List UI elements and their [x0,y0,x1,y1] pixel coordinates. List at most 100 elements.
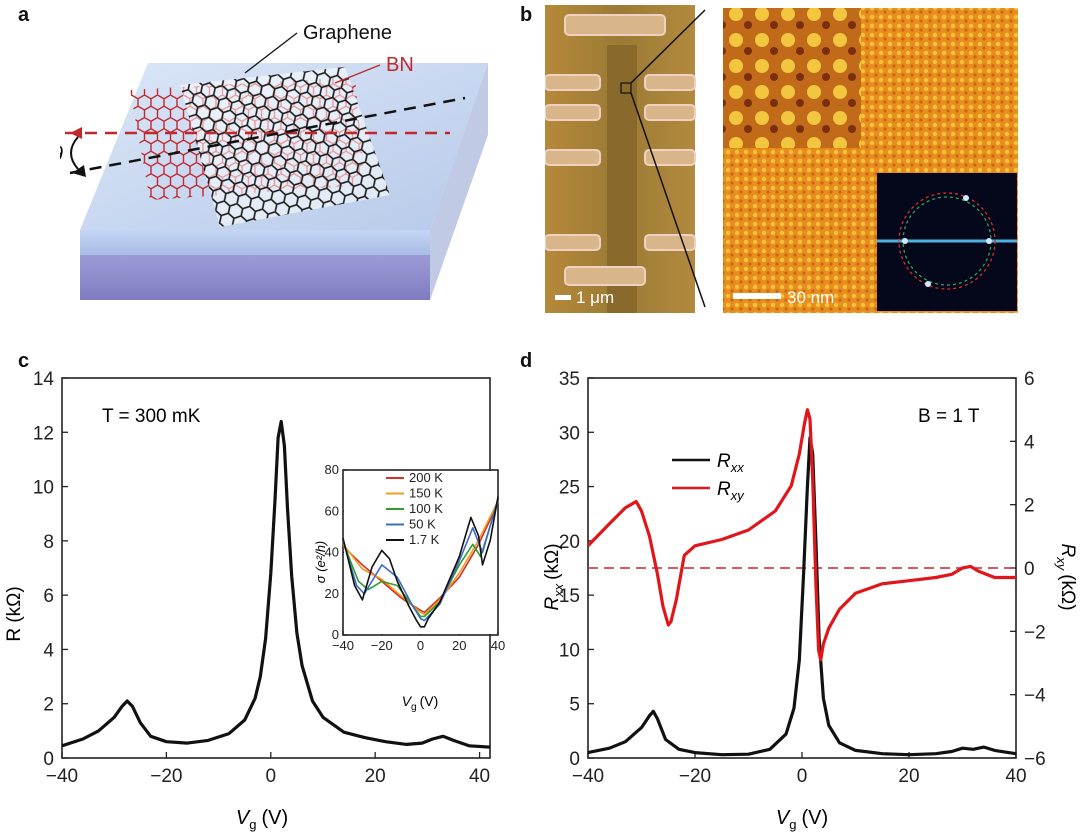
chart-d-ytick-right-label: 4 [1024,432,1035,453]
bn-axis-arrow [70,127,82,139]
chart-inset-xtick-label: 40 [491,638,505,653]
graphene-lattice [180,67,390,227]
contact-left-3 [545,149,601,166]
chart-c-ytick-label: 4 [43,640,54,661]
chart-c-xtick-label: −20 [150,766,182,787]
chart-d-ytick-label: 0 [569,749,580,770]
chart-d-ytick-right-label: 0 [1024,559,1035,580]
chart-inset-ytick-label: 60 [325,503,339,518]
panel-letter-a: a [18,4,30,26]
chart-c-ytick-label: 14 [33,369,55,390]
chart-d-xtick-label: 40 [1005,766,1026,787]
chart-c-ytick-label: 6 [43,586,54,607]
scale-label-right: 30 nm [787,288,834,307]
chart-inset-xtick-label: 0 [417,638,424,653]
chart-inset-xlabel: Vg (V) [402,693,439,713]
chart-inset-series-line [342,496,499,628]
zoom-box [620,82,632,94]
chart-d-ylabel-right-sub: xy [1054,556,1069,572]
chart-c-xtick-label: 40 [469,766,490,787]
contact-right-3 [644,149,696,166]
zoom-line-top [630,9,706,84]
chart-d-ytick-label: 35 [559,369,580,390]
chart-c-series-line [61,419,491,749]
panel-a-schematic: θ Graphene BN [60,22,488,300]
fft-spot [902,238,908,244]
chart-d-ylabel-right: Rxy (kΩ) [1054,543,1078,610]
chart-d-annotation: B = 1 T [918,406,980,427]
chart-d-xlabel-unit: (V) [801,807,828,829]
chart-inset-xtick-label: 20 [452,638,466,653]
chart-inset-ytick-label: 20 [325,586,339,601]
substrate-front [80,230,430,255]
panel-letter-b: b [520,4,533,26]
fft-spot [925,281,931,287]
scale-label-left: 1 μm [576,288,614,307]
bn-label: BN [386,54,414,76]
chart-d-ytick-label: 5 [569,695,580,716]
chart-c-ytick-label: 8 [43,532,54,553]
panel-c-chart: −40 −20 0 20 40 0 2 4 6 8 10 12 14 T = 300 mK R (kΩ)… [4,369,505,832]
chart-d-xlabel: Vg (V) [776,807,828,832]
chart-d-ylabel-right-main: R [1057,543,1078,557]
chart-d-legend-label: Rxx [717,451,744,475]
fft-spot [986,238,992,244]
chart-c-xtick-label: −40 [46,766,78,787]
chart-c-xlabel: Vg (V) [236,807,288,832]
chart-inset-legend-label: 100 K [409,501,443,516]
chart-inset-series-line [342,502,499,614]
chart-inset-legend-label: 150 K [409,486,443,501]
chart-inset-legend-label: 200 K [409,470,443,485]
chart-inset-ytick-label: 80 [325,462,339,477]
chart-d-ytick-right-label: −6 [1024,749,1046,770]
panel-b-images: 1 μm 30 nm [545,5,1018,313]
contact-top [564,14,666,36]
chart-d-series-rxy [586,408,1016,662]
chart-d-xtick-label: 0 [797,766,808,787]
chart-inset-xlabel-main: V [402,693,413,709]
bn-leader [334,64,381,84]
stm-zoom-inset [723,8,861,148]
contact-left-2 [545,104,601,121]
chart-inset-ytick-label: 40 [325,545,339,560]
contact-left-4 [545,234,601,251]
chart-d-ytick-right-label: −4 [1024,686,1046,707]
chart-d-xtick-label: 20 [898,766,919,787]
chart-inset-xlabel-sub: g [411,702,417,713]
contact-left-1 [545,74,601,91]
chart-d-ytick-right-label: 2 [1024,496,1035,517]
chart-d-series-rxx [587,436,1017,757]
scale-bar-right [733,293,781,299]
zoom-line-bottom [630,92,706,308]
chart-d-legend-label: Rxy [717,479,745,503]
scale-bar-left [555,295,571,300]
chart-inset-series-line [342,500,499,616]
chart-inset-series-line [342,500,499,618]
graphene-axis-arrow [72,165,86,177]
substrate-side [430,63,488,300]
chart-d-xlabel-main: V [776,807,791,829]
chart-c-ytick-label: 0 [43,749,54,770]
panel-letter-d: d [520,350,533,372]
chart-c-ytick-label: 10 [33,478,54,499]
chart-d-ytick-label: 25 [559,478,580,499]
chart-d-xtick-label: −20 [679,766,711,787]
chart-d-ytick-label: 10 [559,640,580,661]
chart-d-ylabel-right-unit: (kΩ) [1057,574,1078,610]
contact-right-4 [644,234,696,251]
chart-c-annotation: T = 300 mK [102,406,201,427]
chart-inset-legend-label: 1.7 K [409,532,440,547]
chart-d-ylabel-left-sub: xx [551,583,566,598]
chart-c-ytick-label: 2 [43,695,54,716]
fft-spot [963,195,969,201]
fft-circle-red [898,192,996,290]
graphene-axis-line [69,96,466,175]
chart-d-xtick-label: −40 [572,766,604,787]
chart-c-ylabel: R (kΩ) [4,586,25,641]
contact-right-1 [644,74,696,91]
chart-d-ylabel-left-main: R [542,597,563,611]
chart-d-ylabel-left-unit: (kΩ) [542,543,563,579]
chart-c-ytick-label: 12 [33,423,54,444]
chart-c-xlabel-sub: g [249,817,256,832]
graphene-leader [244,32,298,74]
